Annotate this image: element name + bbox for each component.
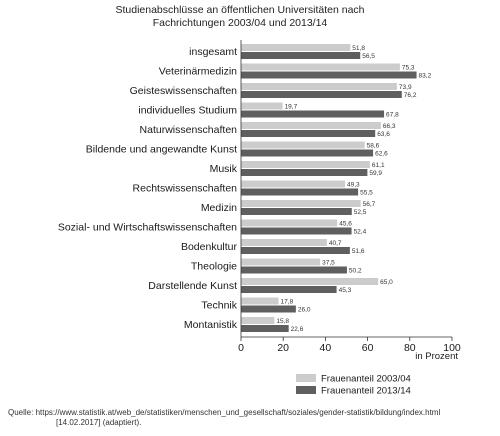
bar-value-label: 45,3 <box>339 287 352 294</box>
bar-value-label: 65,0 <box>380 279 393 286</box>
bar-2003-04 <box>241 219 338 227</box>
category-label: Bildende und angewandte Kunst <box>86 144 237 156</box>
x-tick-label: 40 <box>320 342 332 354</box>
bar-2003-04 <box>241 63 400 71</box>
bar-value-label: 55,5 <box>360 190 373 197</box>
bar-value-label: 52,4 <box>354 229 367 236</box>
bar-value-label: 67,8 <box>386 112 399 119</box>
bar-2003-04 <box>241 180 346 188</box>
chart-title-line-1: Studienabschlüsse an öffentlichen Univer… <box>115 4 365 16</box>
bar-value-label: 63,6 <box>377 131 390 138</box>
legend-label: Frauenanteil 2013/14 <box>321 386 411 397</box>
x-tick-label: 80 <box>404 342 416 354</box>
category-label: individuelles Studium <box>138 105 237 117</box>
bar-value-label: 59,9 <box>369 170 382 177</box>
x-tick-label: 0 <box>238 342 244 354</box>
category-label: Rechtswissenschaften <box>133 183 238 195</box>
category-label: Theologie <box>191 261 237 273</box>
bar-2013-14 <box>241 286 337 293</box>
bar-value-label: 52,5 <box>354 209 367 216</box>
bar-value-label: 58,6 <box>367 143 380 150</box>
bar-2003-04 <box>241 317 275 324</box>
bar-2003-04 <box>241 297 279 305</box>
bar-value-label: 61,1 <box>372 162 385 169</box>
bar-2013-14 <box>241 305 296 313</box>
category-label: Darstellende Kunst <box>148 280 237 292</box>
bar-value-label: 83,2 <box>419 73 432 80</box>
legend-swatch <box>296 374 316 382</box>
bar-2003-04 <box>241 141 365 149</box>
category-label: insgesamt <box>189 46 237 58</box>
bar-2013-14 <box>241 71 417 79</box>
bar-value-label: 40,7 <box>329 240 342 247</box>
x-axis-label: in Prozent <box>415 351 458 362</box>
bar-value-label: 15,8 <box>276 318 289 325</box>
bar-2003-04 <box>241 258 321 266</box>
bar-value-label: 37,5 <box>322 260 335 267</box>
bar-value-label: 51,6 <box>352 248 365 255</box>
bar-2013-14 <box>241 110 385 118</box>
bar-value-label: 22,6 <box>291 326 304 333</box>
bar-2013-14 <box>241 247 350 254</box>
x-tick-label: 60 <box>362 342 374 354</box>
category-label: Bodenkultur <box>181 241 238 253</box>
bar-2013-14 <box>241 227 352 235</box>
bar-2003-04 <box>241 83 397 90</box>
bar-2013-14 <box>241 91 402 98</box>
bar-2013-14 <box>241 325 289 332</box>
source-line-2: [14.02.2017] (adaptiert). <box>56 418 142 427</box>
bar-value-label: 50,2 <box>349 268 362 275</box>
bar-2013-14 <box>241 169 368 176</box>
bar-2003-04 <box>241 122 381 129</box>
bar-value-label: 26,0 <box>298 307 311 314</box>
bar-value-label: 49,3 <box>347 182 360 189</box>
bar-value-label: 62,6 <box>375 151 388 158</box>
bar-value-label: 73,9 <box>399 84 412 91</box>
bar-value-label: 56,5 <box>362 53 375 60</box>
category-label: Medizin <box>201 202 237 214</box>
x-tick-label: 20 <box>277 342 289 354</box>
bar-value-label: 19,7 <box>285 104 298 111</box>
category-label: Musik <box>210 163 238 175</box>
category-label: Veterinärmedizin <box>159 66 237 78</box>
bar-value-label: 51,8 <box>352 45 365 52</box>
bar-2003-04 <box>241 239 327 246</box>
x-tick-label: 100 <box>443 342 461 354</box>
bar-2013-14 <box>241 188 359 196</box>
bar-2003-04 <box>241 200 361 207</box>
category-label: Naturwissenschaften <box>140 124 238 136</box>
category-label: Technik <box>201 300 237 312</box>
bar-value-label: 17,8 <box>281 299 294 306</box>
bar-value-label: 45,6 <box>339 221 352 228</box>
bar-2003-04 <box>241 161 370 168</box>
legend-swatch <box>296 386 316 394</box>
chart-title: Studienabschlüsse an öffentlichen Univer… <box>0 4 500 30</box>
category-label: Sozial- und Wirtschaftswissenschaften <box>58 222 237 234</box>
bar-2013-14 <box>241 52 361 59</box>
bar-value-label: 75,3 <box>402 65 415 72</box>
bar-2003-04 <box>241 102 283 110</box>
bar-2013-14 <box>241 130 376 137</box>
bar-2013-14 <box>241 266 347 274</box>
bar-2003-04 <box>241 44 351 51</box>
source-note: Quelle: https://www.statistik.at/web_de/… <box>8 408 496 428</box>
bar-2013-14 <box>241 149 374 157</box>
source-line-1: Quelle: https://www.statistik.at/web_de/… <box>8 408 441 417</box>
category-label: Geisteswissenschaften <box>130 85 238 97</box>
category-label: Montanistik <box>184 319 238 331</box>
bar-value-label: 56,7 <box>363 201 376 208</box>
chart-title-line-2: Fachrichtungen 2003/04 und 2013/14 <box>152 17 328 29</box>
bar-value-label: 66,3 <box>383 123 396 130</box>
bar-2003-04 <box>241 278 379 285</box>
legend-label: Frauenanteil 2003/04 <box>321 374 411 385</box>
bar-value-label: 76,2 <box>404 92 417 99</box>
bar-2013-14 <box>241 208 352 215</box>
